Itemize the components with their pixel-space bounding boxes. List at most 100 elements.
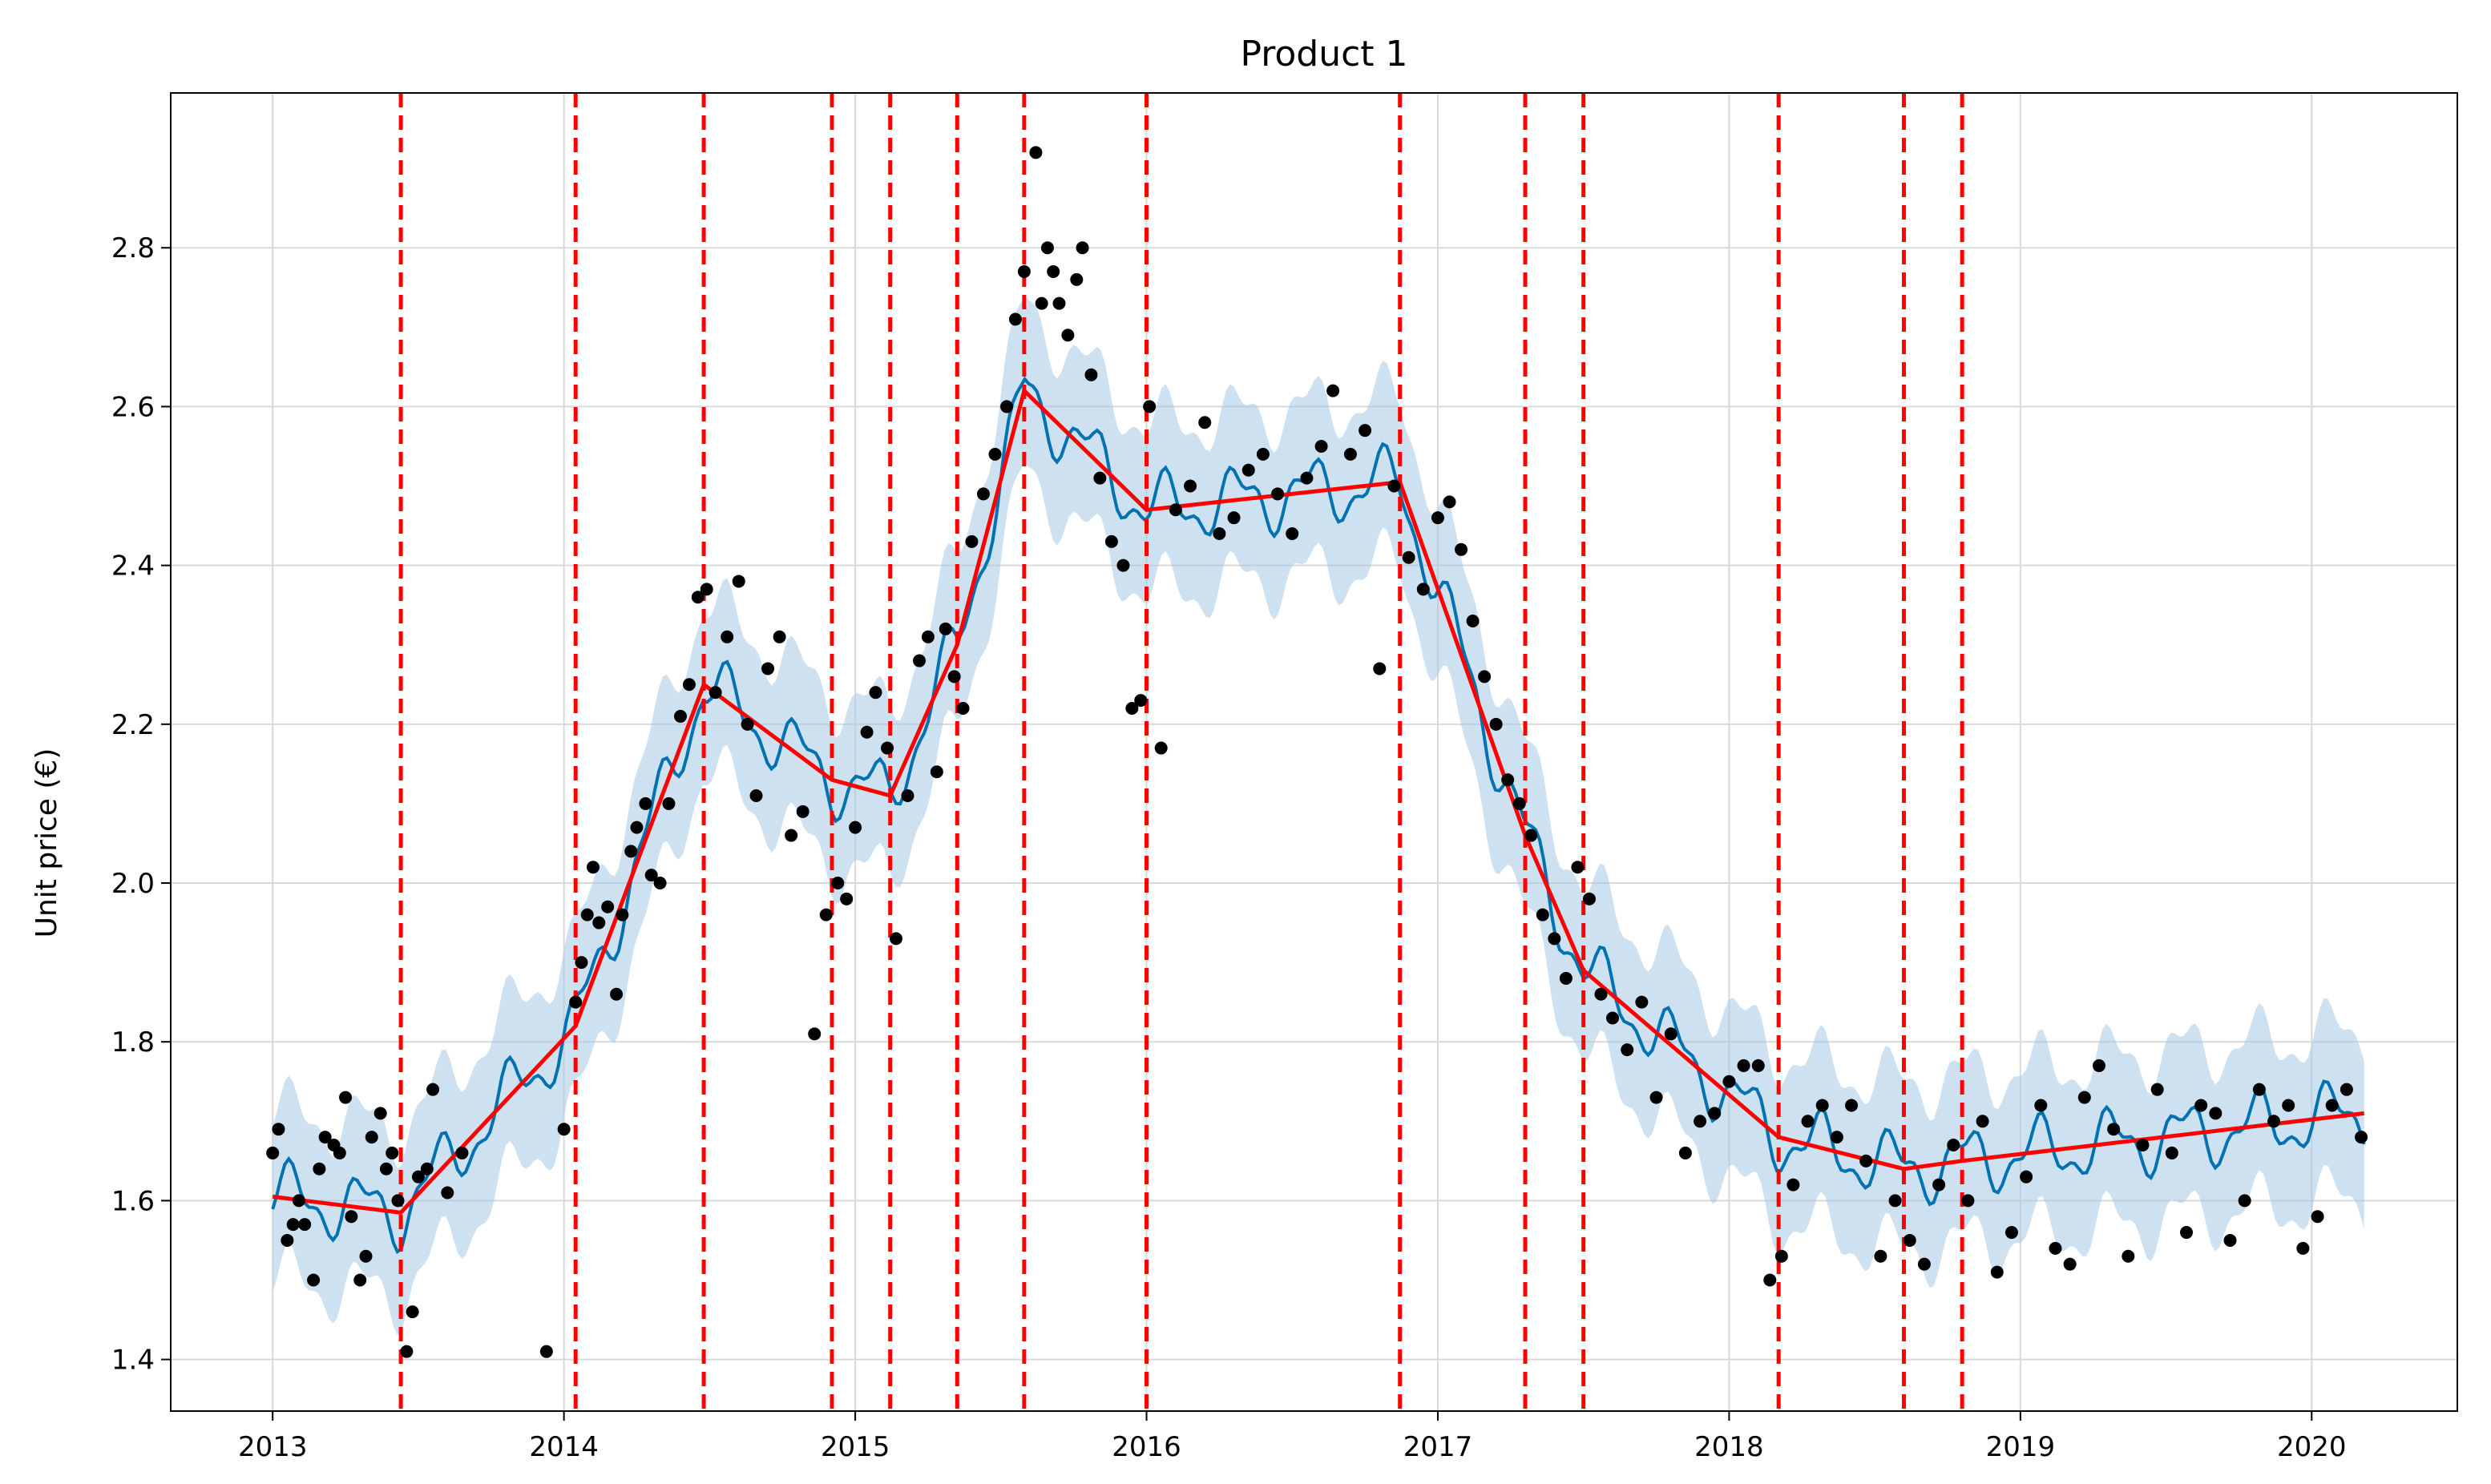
observed-point (674, 709, 688, 723)
observed-point (653, 877, 667, 890)
observed-point (639, 796, 652, 810)
observed-point (1000, 400, 1014, 413)
observed-point (819, 908, 833, 921)
observed-point (1134, 694, 1148, 708)
observed-point (1478, 670, 1492, 684)
observed-point (307, 1273, 321, 1287)
observed-point (901, 789, 914, 803)
observed-point (298, 1218, 312, 1232)
observed-point (1708, 1107, 1722, 1120)
observed-point (1387, 479, 1401, 493)
x-tick-label: 2018 (1694, 1431, 1764, 1463)
observed-point (1286, 526, 1299, 540)
observed-point (630, 821, 644, 834)
observed-point (1694, 1115, 1707, 1128)
observed-point (682, 678, 696, 692)
observed-point (1559, 971, 1573, 985)
observed-point (2223, 1233, 2237, 1247)
observed-point (732, 575, 745, 588)
observed-point (1443, 495, 1456, 509)
observed-point (1008, 313, 1022, 326)
observed-point (1571, 861, 1585, 874)
observed-point (956, 701, 970, 715)
observed-point (2296, 1241, 2310, 1255)
observed-point (1582, 892, 1596, 905)
observed-point (1431, 511, 1444, 525)
observed-point (761, 662, 775, 675)
y-tick-label: 1.6 (111, 1185, 155, 1217)
observed-point (286, 1218, 300, 1232)
observed-points-layer (266, 146, 2368, 1358)
observed-point (1976, 1115, 1989, 1128)
observed-point (1664, 1027, 1677, 1041)
observed-point (881, 741, 894, 755)
y-tick-label: 2.8 (111, 232, 155, 264)
observed-point (1017, 264, 1031, 278)
observed-point (1213, 526, 1226, 540)
observed-point (2311, 1210, 2324, 1224)
observed-point (345, 1210, 358, 1224)
y-tick-label: 1.8 (111, 1026, 155, 1059)
observed-point (2180, 1226, 2194, 1240)
observed-point (930, 765, 943, 779)
observed-point (1326, 384, 1340, 397)
observed-point (601, 900, 615, 913)
observed-point (1815, 1099, 1829, 1112)
observed-point (691, 591, 705, 604)
observed-point (391, 1194, 405, 1208)
observed-point (2092, 1059, 2105, 1072)
observed-point (1035, 296, 1048, 310)
y-tick-label: 2.2 (111, 709, 155, 741)
observed-point (441, 1186, 454, 1200)
observed-point (2077, 1091, 2091, 1104)
observed-point (662, 796, 676, 810)
observed-point (1932, 1178, 1946, 1192)
observed-point (455, 1146, 469, 1159)
observed-point (1061, 329, 1075, 342)
observed-point (913, 654, 927, 667)
observed-point (1678, 1146, 1692, 1159)
observed-point (1359, 424, 1372, 438)
observed-point (840, 892, 854, 905)
observed-point (1029, 146, 1043, 159)
forecast-line (271, 376, 2366, 1254)
observed-point (1169, 503, 1182, 517)
chart-title: Product 1 (1240, 34, 1407, 75)
observed-point (2063, 1257, 2077, 1271)
observed-point (1104, 534, 1118, 548)
observed-point (406, 1305, 419, 1319)
observed-point (869, 686, 882, 700)
forecast-line-layer (271, 376, 2366, 1254)
observed-point (557, 1123, 571, 1136)
observed-point (808, 1027, 822, 1041)
observed-point (1774, 1249, 1788, 1263)
observed-point (1143, 400, 1157, 413)
trend-line (272, 386, 2364, 1215)
observed-point (2020, 1170, 2033, 1184)
y-tick-label: 1.4 (111, 1345, 155, 1377)
observed-point (2209, 1107, 2223, 1120)
observed-point (624, 845, 638, 858)
observed-point (1845, 1099, 1859, 1112)
observed-point (1621, 1043, 1634, 1057)
observed-point (292, 1194, 305, 1208)
observed-point (1751, 1059, 1765, 1072)
observed-point (1606, 1011, 1620, 1025)
observed-point (420, 1162, 434, 1176)
observed-point (1343, 447, 1357, 461)
observed-point (1990, 1265, 2004, 1279)
observed-point (1524, 829, 1538, 842)
observed-point (2107, 1123, 2121, 1136)
observed-point (400, 1345, 414, 1358)
axis-ticks-layer: 2013 2014 2015 2016 2017 2018 2019 2020 1.4 1.6 1.… (111, 232, 2347, 1463)
observed-point (1241, 463, 1255, 477)
observed-point (2340, 1083, 2353, 1096)
x-tick-label: 2020 (2277, 1431, 2347, 1463)
observed-point (1801, 1115, 1815, 1128)
observed-point (313, 1162, 326, 1176)
observed-point (1917, 1257, 1931, 1271)
observed-point (849, 821, 862, 834)
observed-point (1737, 1059, 1750, 1072)
observed-point (1314, 439, 1328, 453)
